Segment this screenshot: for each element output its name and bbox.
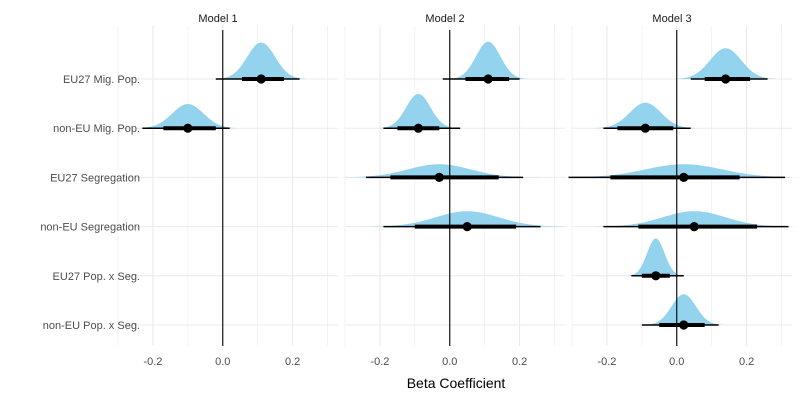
x-tick-label: -0.2 [597, 356, 616, 368]
x-tick-label: 0.0 [669, 356, 684, 368]
panel-title: Model 1 [198, 13, 237, 25]
point-estimate [256, 74, 266, 84]
x-axis-title: Beta Coefficient [407, 375, 506, 391]
estimate-eu27-pop-x-seg [627, 238, 684, 281]
density-slab [644, 294, 723, 325]
panel-title: Model 2 [425, 13, 464, 25]
density-slab [379, 93, 458, 129]
density-slab [137, 104, 239, 129]
density-slab [366, 211, 568, 227]
panel-model-2: Model 2 -0.2 0.0 0.2 [338, 13, 568, 368]
x-tick-label: 0.2 [739, 356, 754, 368]
estimate-eu27-mig-pop [442, 41, 528, 84]
point-estimate [434, 172, 444, 182]
point-estimate [679, 320, 689, 330]
x-tick-label: 0.0 [215, 356, 230, 368]
y-label-non-eu-segregation: non-EU Segregation [40, 222, 140, 234]
density-slab [216, 42, 306, 79]
x-tick-label: 0.2 [512, 356, 527, 368]
estimate-non-eu-segregation [593, 211, 795, 232]
point-estimate [413, 123, 423, 133]
y-label-non-eu-pop-x-seg: non-EU Pop. x Seg. [43, 320, 140, 332]
y-label-eu27-segregation: EU27 Segregation [50, 172, 140, 184]
density-slab [595, 102, 696, 129]
point-estimate [640, 123, 650, 133]
estimate-eu27-mig-pop [215, 42, 306, 84]
density-slab [449, 41, 528, 79]
estimate-non-eu-mig-pop [379, 93, 461, 133]
x-tick-label: -0.2 [143, 356, 162, 368]
density-slab [560, 164, 800, 178]
panel-model-3: Model 3 -0.2 0.0 0.2 [560, 13, 800, 368]
estimate-non-eu-segregation [366, 211, 568, 232]
point-estimate [651, 271, 661, 281]
estimate-eu27-segregation [560, 164, 800, 182]
estimate-non-eu-pop-x-seg [641, 294, 723, 330]
point-estimate [462, 222, 472, 232]
density-slab [675, 48, 776, 79]
point-estimate [679, 172, 689, 182]
y-axis-labels: EU27 Mig. Pop. non-EU Mig. Pop. EU27 Segre… [40, 74, 140, 332]
estimate-non-eu-mig-pop [137, 104, 239, 133]
x-tick-label: -0.2 [370, 356, 389, 368]
x-tick-label: 0.0 [442, 356, 457, 368]
y-label-eu27-mig-pop: EU27 Mig. Pop. [63, 74, 140, 86]
density-slab [593, 211, 795, 227]
estimate-eu27-mig-pop [675, 48, 776, 84]
point-estimate [483, 74, 493, 84]
density-slab [338, 164, 540, 178]
y-label-non-eu-mig-pop: non-EU Mig. Pop. [53, 123, 140, 135]
point-estimate [721, 74, 731, 84]
estimate-eu27-segregation [338, 164, 540, 182]
point-estimate [183, 123, 193, 133]
panel-title: Model 3 [652, 13, 691, 25]
y-label-eu27-pop-x-seg: EU27 Pop. x Seg. [53, 271, 140, 283]
panel-model-1: Model 1 -0.2 0.0 0.2 [117, 13, 338, 368]
x-tick-label: 0.2 [285, 356, 300, 368]
density-slab [627, 238, 684, 276]
point-estimate [689, 222, 699, 232]
estimate-non-eu-mig-pop [595, 102, 696, 133]
